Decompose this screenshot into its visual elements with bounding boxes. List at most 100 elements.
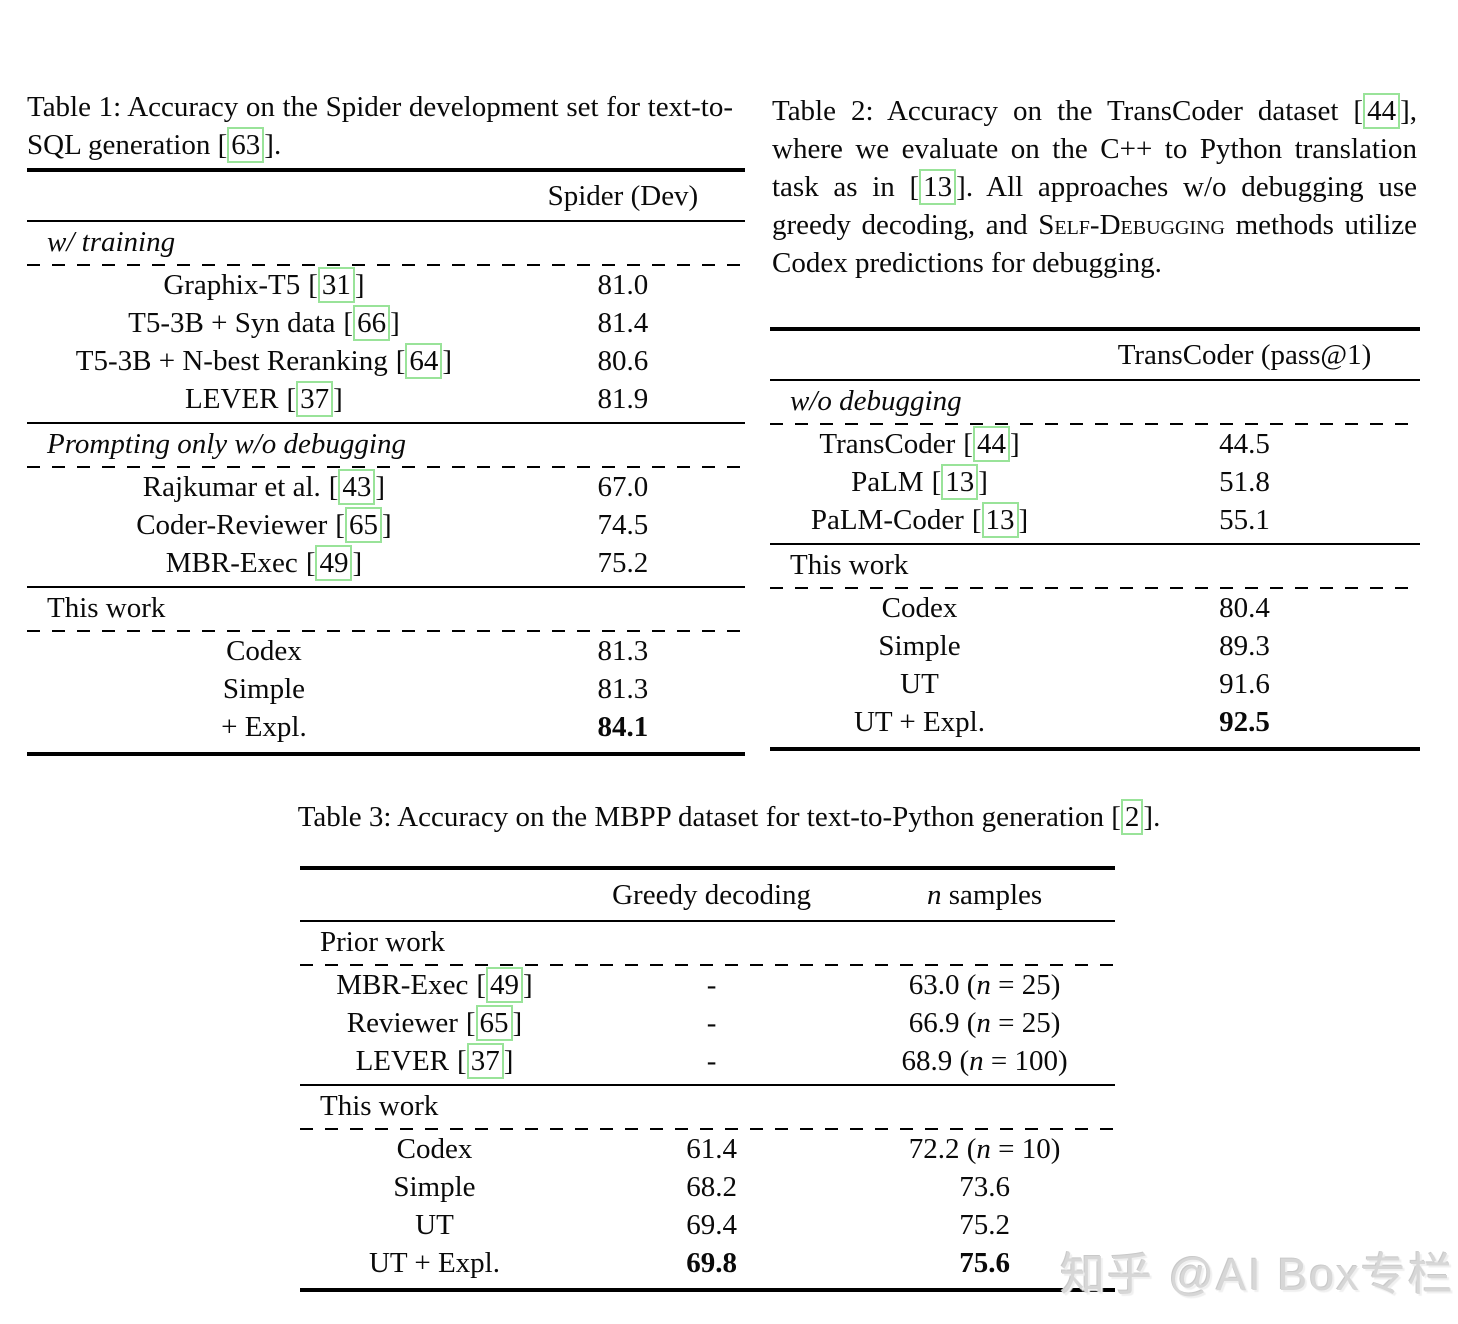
value-cell: 74.5	[597, 509, 649, 541]
column-header: Spider (Dev)	[547, 180, 699, 212]
rule	[27, 220, 745, 222]
table-row: Simple 81.3	[27, 670, 745, 708]
citation: [64]	[396, 343, 452, 379]
citation: [31]	[308, 267, 365, 303]
table-row: T5-3B + N-best Reranking[64] 80.6	[27, 342, 745, 380]
value-cell: 91.6	[1219, 668, 1270, 700]
method-cell: UT + Expl.	[853, 706, 985, 738]
greedy-cell: -	[706, 1007, 717, 1039]
method-label: TransCoder	[819, 428, 956, 460]
rule-bottom	[770, 747, 1420, 751]
dashed-rule	[770, 587, 1420, 589]
caption-text: methods utilize Codex predictions for de…	[772, 209, 1417, 279]
rule	[27, 586, 745, 588]
section-header: w/ training	[47, 226, 176, 258]
bracket: [	[305, 547, 316, 579]
column-header: n samples	[854, 870, 1115, 920]
table-row: Codex 81.3	[27, 632, 745, 670]
samples-value: 68.9 (	[901, 1045, 970, 1077]
table3: Greedy decoding n samples Prior work MBR…	[300, 866, 1115, 1292]
bracket: [	[963, 428, 973, 460]
method-label: Rajkumar et al.	[142, 471, 321, 503]
greedy-cell: -	[706, 1045, 717, 1077]
bracket: [	[308, 269, 318, 301]
citation-link[interactable]: 13	[919, 169, 957, 205]
value-cell: 51.8	[1219, 466, 1270, 498]
citation-link[interactable]: 66	[353, 305, 391, 341]
citation: [37]	[286, 381, 343, 417]
rule-bottom	[27, 752, 745, 756]
method-label: LEVER	[355, 1045, 450, 1077]
dashed-rule	[27, 466, 745, 468]
bracket: [	[328, 471, 339, 503]
bracket: ]	[978, 466, 988, 498]
citation: [66]	[343, 305, 400, 341]
citation: [49]	[476, 967, 533, 1003]
citation-link[interactable]: 65	[475, 1005, 513, 1041]
samples-count: = 100)	[983, 1045, 1068, 1077]
greedy-cell: 61.4	[686, 1133, 737, 1165]
value-cell: 55.1	[1219, 504, 1270, 536]
value-cell: 84.1	[597, 711, 649, 743]
citation-link[interactable]: 31	[317, 267, 355, 303]
bracket: [	[217, 129, 228, 161]
math-n: n	[976, 969, 991, 1001]
citation-link[interactable]: 37	[466, 1043, 504, 1079]
table-row: LEVER[37] - 68.9 (n = 100)	[300, 1042, 1115, 1080]
method-cell: Reviewer[65]	[300, 1004, 569, 1042]
method-label: MBR-Exec	[336, 969, 469, 1001]
citation: [13]	[931, 464, 988, 500]
bracket: [	[931, 466, 942, 498]
header-spacer	[27, 172, 501, 220]
citation-link[interactable]: 2	[1120, 799, 1144, 835]
table-row: Coder-Reviewer[65] 74.5	[27, 506, 745, 544]
citation-link[interactable]: 64	[405, 343, 443, 379]
value-cell: 81.9	[597, 383, 649, 415]
table-row: T5-3B + Syn data[66] 81.4	[27, 304, 745, 342]
greedy-cell: 69.4	[686, 1209, 737, 1241]
method-cell: LEVER[37]	[27, 380, 501, 418]
method-cell: Coder-Reviewer[65]	[27, 506, 501, 544]
rule-top	[27, 168, 745, 172]
samples-value: 72.2 (	[908, 1133, 977, 1165]
math-n: n	[976, 1133, 991, 1165]
bracket: [	[476, 969, 487, 1001]
value-cell: 89.3	[1219, 630, 1270, 662]
table-row: UT + Expl. 92.5	[770, 703, 1420, 741]
method-cell: LEVER[37]	[300, 1042, 569, 1080]
header-row: Greedy decoding n samples	[300, 870, 1115, 920]
method-label: MBR-Exec	[165, 547, 298, 579]
citation-link[interactable]: 13	[981, 502, 1019, 538]
samples-count: = 25)	[990, 1007, 1061, 1039]
citation: [37]	[457, 1043, 513, 1079]
citation-link[interactable]: 44	[972, 426, 1010, 462]
value-cell: 80.6	[597, 345, 649, 377]
citation-link[interactable]: 43	[338, 469, 376, 505]
method-cell: Graphix-T5[31]	[27, 266, 501, 304]
math-n: n	[976, 1007, 991, 1039]
citation-link[interactable]: 37	[296, 381, 334, 417]
bracket: [	[343, 307, 354, 339]
table1-caption: Table 1: Accuracy on the Spider developm…	[27, 88, 733, 164]
caption-text: ], where we evaluate on the C++ to Pytho…	[772, 95, 1417, 203]
citation-link[interactable]: 63	[227, 127, 265, 163]
value-cell: 81.0	[597, 269, 649, 301]
samples-cell: 68.9 (n = 100)	[854, 1042, 1115, 1080]
samples-count: = 25)	[990, 969, 1061, 1001]
table-row: TransCoder[44] 44.5	[770, 425, 1420, 463]
method-cell: MBR-Exec[49]	[300, 966, 569, 1004]
samples-cell: 72.2 (n = 10)	[854, 1130, 1115, 1168]
table3-caption: Table 3: Accuracy on the MBPP dataset fo…	[0, 798, 1458, 836]
citation-link[interactable]: 13	[941, 464, 979, 500]
method-cell: Codex	[881, 592, 958, 624]
method-label: Graphix-T5	[163, 269, 301, 301]
citation-link[interactable]: 49	[315, 545, 353, 581]
dashed-rule	[300, 1128, 1115, 1130]
section-header: Prompting only w/o debugging	[47, 428, 406, 460]
citation-link[interactable]: 44	[1363, 93, 1401, 129]
bracket: ]	[375, 471, 386, 503]
citation-link[interactable]: 65	[344, 507, 382, 543]
citation-link[interactable]: 49	[486, 967, 524, 1003]
table1: Spider (Dev) w/ training Graphix-T5[31] …	[27, 168, 745, 756]
caption-text: .	[273, 129, 282, 161]
